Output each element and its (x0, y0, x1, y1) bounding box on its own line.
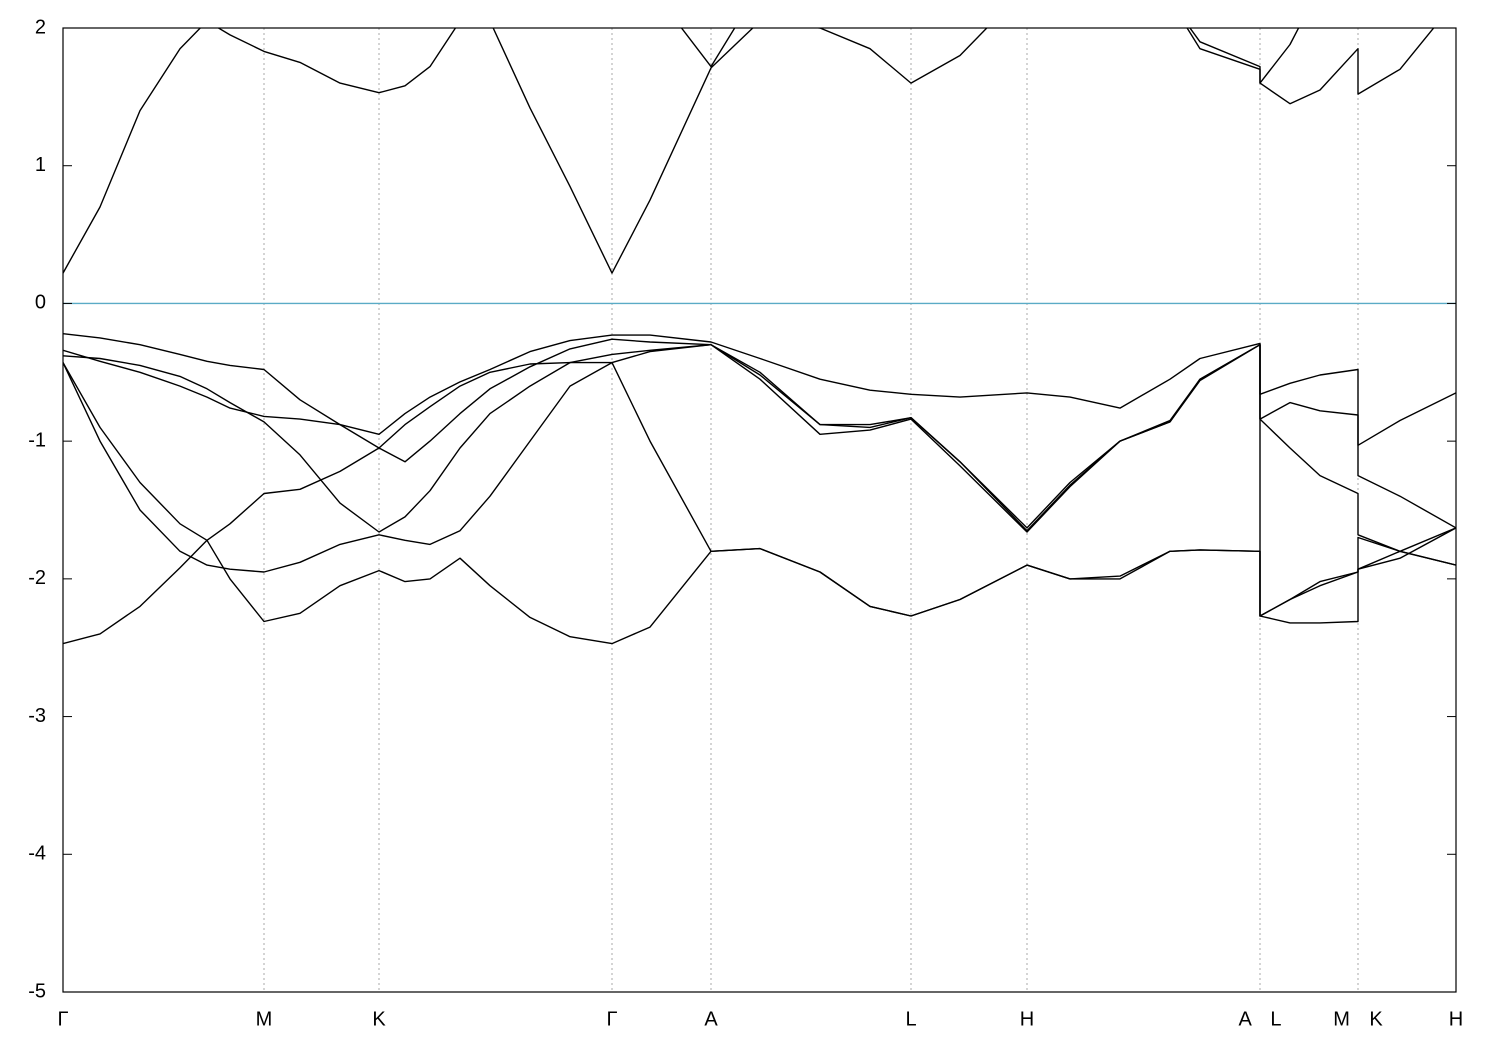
plot-area (63, 28, 1456, 645)
plot-frame (62, 27, 1457, 993)
y-tick-label: -2 (28, 567, 46, 589)
y-tick-label: -5 (28, 980, 46, 1002)
band-line (63, 344, 1456, 566)
grid-layer (62, 28, 1457, 992)
band-line (63, 28, 1435, 274)
x-tick-label: K (372, 1008, 386, 1030)
y-tick-label: 0 (35, 292, 46, 314)
x-tick-label: M (256, 1008, 273, 1030)
x-tick-label: M K (1333, 1008, 1383, 1030)
band-line (63, 338, 1456, 529)
y-tick-label: -1 (28, 429, 46, 451)
band-line (680, 28, 1300, 84)
y-tick-label: 2 (35, 16, 46, 38)
axis-layer: -5 -4 -3 -2 -1 0 1 2 Γ M K Γ A L H A L M K H (28, 16, 1463, 1030)
band-line (63, 344, 1456, 624)
y-tick-label: 1 (35, 154, 46, 176)
x-tick-label: Γ (57, 1008, 68, 1030)
x-tick-label: L (905, 1008, 916, 1030)
x-tick-label: A L (1239, 1008, 1282, 1030)
x-tick-label: H (1449, 1008, 1463, 1030)
y-tick-label: -4 (28, 843, 46, 865)
band-line (63, 361, 1456, 617)
y-tick-label: -3 (28, 705, 46, 727)
x-tick-label: H (1020, 1008, 1034, 1030)
x-tick-label: A (704, 1008, 718, 1030)
band-line (63, 527, 1456, 645)
x-tick-label: Γ (606, 1008, 617, 1030)
